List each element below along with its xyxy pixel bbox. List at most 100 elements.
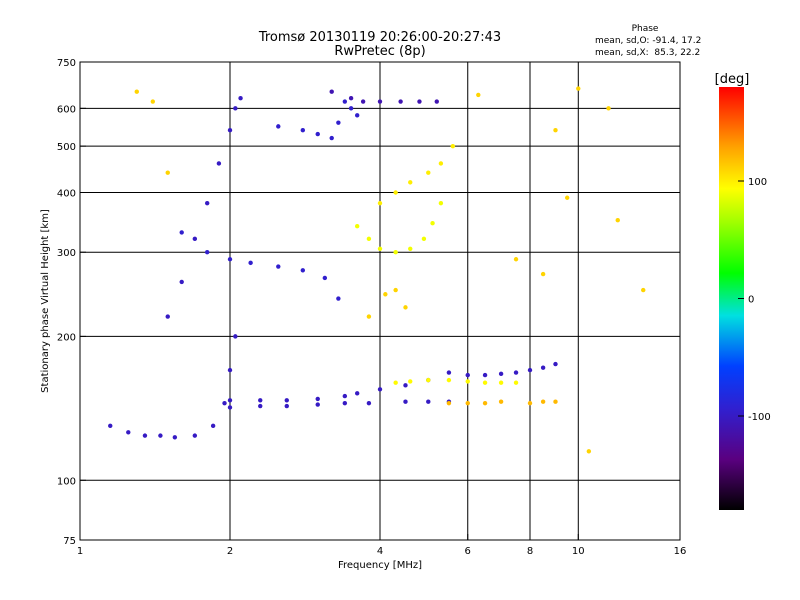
data-point: [258, 398, 263, 403]
data-point: [398, 99, 403, 104]
data-point: [393, 250, 398, 255]
data-point: [421, 236, 427, 242]
data-point: [426, 377, 431, 383]
data-point: [641, 287, 646, 293]
data-point: [476, 92, 481, 98]
data-point: [348, 95, 354, 101]
data-point: [179, 279, 184, 285]
data-point: [482, 372, 488, 378]
x-tick-label: 2: [227, 546, 233, 557]
data-point: [204, 200, 210, 206]
y-tick-label: 600: [57, 104, 76, 115]
data-point: [564, 195, 570, 200]
x-axis-ticks: 1 2 4 6 8 10 16: [77, 534, 686, 557]
data-point: [336, 296, 341, 301]
y-axis-label: Stationary phase Virtual Height [km]: [40, 209, 51, 393]
data-point: [366, 314, 372, 319]
data-point: [408, 180, 413, 185]
data-point: [315, 396, 320, 402]
y-tick-label: 300: [57, 248, 76, 259]
data-point: [315, 402, 320, 407]
data-point: [417, 99, 422, 104]
data-point: [446, 370, 452, 375]
data-point: [513, 380, 519, 385]
data-point: [513, 257, 519, 262]
data-point: [498, 399, 504, 404]
data-point: [227, 398, 233, 403]
data-point: [354, 224, 360, 229]
data-point: [540, 271, 546, 277]
chart-subtitle: RwPretec (8p): [334, 44, 425, 59]
data-points: [108, 86, 646, 454]
colorbar-tick-label: -100: [748, 412, 771, 423]
x-tick-label: 6: [465, 546, 471, 557]
data-point: [158, 433, 163, 438]
data-point: [300, 127, 306, 133]
grid-lines: [80, 62, 680, 540]
data-point: [210, 423, 216, 429]
data-point: [498, 371, 504, 377]
data-point: [576, 86, 581, 91]
data-point: [446, 377, 452, 383]
data-point: [553, 127, 558, 133]
y-axis-ticks: 75 100 200 300 400 500 600 750: [57, 58, 86, 547]
data-point: [513, 370, 519, 375]
data-point: [238, 95, 243, 101]
data-point: [222, 400, 227, 406]
data-point: [482, 380, 488, 385]
data-point: [342, 393, 348, 399]
data-point: [300, 268, 306, 273]
data-point: [482, 400, 488, 406]
y-tick-label: 500: [57, 142, 76, 153]
data-point: [540, 399, 546, 404]
data-point: [383, 292, 388, 297]
data-point: [142, 433, 148, 438]
y-tick-label: 400: [57, 188, 76, 199]
data-point: [172, 435, 178, 440]
data-point: [465, 379, 470, 384]
data-point: [438, 200, 444, 206]
data-point: [126, 430, 131, 435]
data-point: [403, 399, 408, 404]
data-point: [108, 423, 113, 429]
x-tick-label: 1: [77, 546, 83, 557]
data-point: [553, 399, 558, 404]
data-point: [216, 161, 222, 166]
data-point: [465, 372, 470, 378]
data-point: [284, 398, 289, 403]
data-point: [615, 218, 620, 223]
data-point: [258, 403, 263, 409]
data-point: [342, 400, 348, 406]
data-point: [360, 99, 366, 104]
data-point: [233, 106, 238, 111]
data-point: [377, 99, 383, 104]
data-point: [426, 399, 431, 404]
data-point: [192, 236, 198, 242]
data-point: [348, 106, 354, 111]
data-point: [465, 400, 470, 406]
data-point: [438, 161, 444, 166]
y-tick-label: 75: [63, 536, 76, 547]
data-point: [179, 230, 184, 235]
data-point: [276, 264, 281, 269]
data-point: [336, 120, 341, 125]
data-point: [192, 433, 198, 438]
data-point: [393, 380, 398, 385]
data-point: [329, 135, 334, 141]
stats-line-o: mean, sd,O: -91.4, 17.2: [595, 36, 701, 46]
colorbar-label: [deg]: [715, 72, 750, 87]
data-point: [430, 221, 435, 226]
colorbar-ticks: 100 0 -100: [738, 177, 771, 423]
data-point: [165, 314, 170, 319]
data-point: [426, 170, 431, 175]
data-point: [434, 99, 439, 104]
y-tick-label: 100: [57, 476, 76, 487]
data-point: [354, 391, 360, 396]
data-point: [450, 143, 456, 149]
data-point: [227, 127, 233, 133]
chart-title: Tromsø 20130119 20:26:00-20:27:43: [258, 30, 501, 45]
data-point: [446, 400, 452, 406]
data-point: [553, 361, 558, 367]
data-point: [227, 367, 233, 373]
